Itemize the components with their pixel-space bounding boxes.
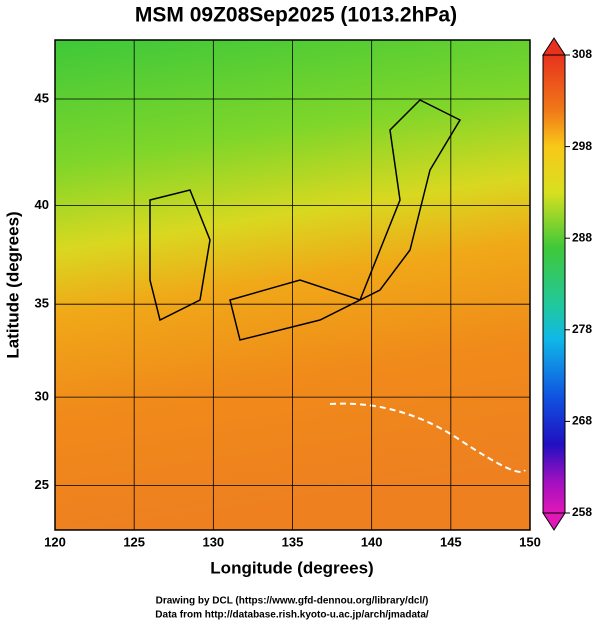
colorbar-top-arrow [542,37,566,56]
coastline [149,99,462,341]
x-tick-label: 130 [202,534,224,549]
x-tick-label: 120 [44,534,66,549]
y-tick-label: 25 [35,477,49,492]
y-axis-label: Latitude (degrees) [3,211,22,358]
y-tick-label: 40 [35,197,49,212]
plot-frame [54,39,531,531]
colorbar-tick-label: 278 [572,322,592,336]
isobar [329,402,526,473]
colorbar-bottom-arrow [542,512,566,531]
colorbar-tick-label: 268 [572,414,592,428]
x-tick-label: 140 [361,534,383,549]
x-tick-label: 125 [123,534,145,549]
x-tick-label: 150 [519,534,541,549]
credit: Data from http://database.rish.kyoto-u.a… [155,610,429,621]
colorbar [542,54,566,514]
x-axis-label: Longitude (degrees) [210,558,373,577]
colorbar-tick-label: 298 [572,139,592,153]
credit: Drawing by DCL (https://www.gfd-dennou.o… [156,596,429,607]
x-tick-label: 135 [282,534,304,549]
colorbar-tick-label: 288 [572,230,592,244]
colorbar-tick-label: 308 [572,47,592,61]
y-tick-label: 45 [35,90,49,105]
title: MSM 09Z08Sep2025 (1013.2hPa) [135,4,457,27]
y-tick-label: 30 [35,389,49,404]
x-tick-label: 145 [440,534,462,549]
colorbar-tick-label: 258 [572,505,592,519]
y-tick-label: 35 [35,296,49,311]
